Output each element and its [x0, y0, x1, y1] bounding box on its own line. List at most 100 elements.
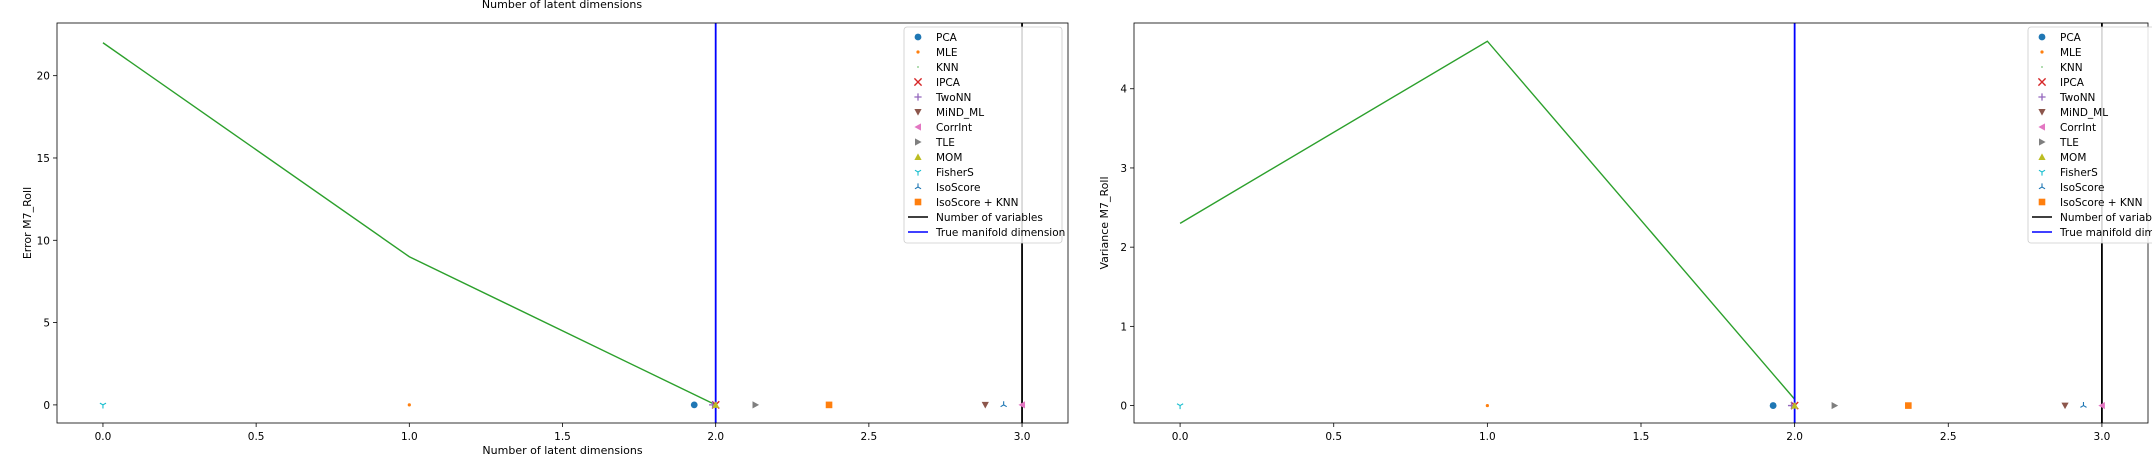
legend-label: Number of variables: [2060, 212, 2152, 224]
point-corrint: [2098, 401, 2105, 410]
x-axis-label: Number of latent dimensions: [482, 444, 642, 457]
legend-label: MiND_ML: [2060, 107, 2108, 119]
legend-marker-ipca: [913, 77, 923, 87]
point-mle: [1485, 403, 1489, 408]
legend-marker-corrint: [914, 123, 921, 131]
legend-label: CorrInt: [2060, 122, 2096, 134]
y-tick-label: 2: [1120, 242, 1127, 254]
x-tick-label: 1.0: [1479, 431, 1496, 443]
point-mom: [1791, 401, 1799, 409]
legend-marker-mind-ml: [2038, 109, 2046, 116]
legend-label: FisherS: [936, 167, 974, 179]
legend-label: IPCA: [2060, 77, 2085, 89]
point-isoscore: [2080, 401, 2087, 408]
legend-label: MiND_ML: [936, 107, 984, 119]
x-tick-label: 3.0: [2094, 431, 2111, 443]
header-label: Number of latent dimensions: [482, 0, 642, 11]
x-tick-label: 0.5: [248, 431, 265, 443]
green-series-line: [102, 42, 716, 406]
y-tick-label: 4: [1120, 84, 1127, 96]
legend-marker-fishers: [2038, 169, 2046, 176]
legend-label: TwoNN: [2059, 92, 2095, 104]
legend-marker-pca: [2038, 33, 2046, 41]
legend-marker-ipca: [2037, 77, 2047, 87]
legend: PCA MLE KNN IPCA TwoNN MiND_ML CorrInt TLE MOM Fi…: [2027, 26, 2152, 244]
legend-marker-fishers: [914, 169, 922, 176]
point-mle: [407, 403, 411, 407]
point-corrint: [1018, 401, 1026, 409]
y-tick-label: 1: [1120, 321, 1127, 333]
y-tick-label: 10: [37, 235, 50, 247]
legend-marker-isoscore: [2038, 183, 2046, 190]
legend-label: True manifold dimension: [935, 227, 1065, 239]
y-axis-label: Error M7_Roll: [21, 187, 34, 259]
x-tick-label: 2.0: [1786, 431, 1803, 443]
point-fishers: [1176, 403, 1184, 410]
legend: PCA MLE KNN IPCA TwoNN MiND_ML CorrInt TLE MOM Fi…: [903, 26, 1065, 244]
x-tick-label: 1.0: [401, 431, 418, 443]
x-tick-label: 2.0: [707, 431, 724, 443]
legend-marker-pca: [914, 33, 922, 41]
legend-marker-corrint: [2038, 123, 2045, 131]
legend-label: IsoScore: [936, 182, 980, 194]
y-tick-label: 3: [1120, 163, 1127, 175]
legend-label: MLE: [936, 47, 958, 59]
legend-label: MOM: [936, 152, 962, 164]
legend-label: MOM: [2060, 152, 2086, 164]
green-series-line: [1179, 40, 1796, 400]
point-pca: [690, 401, 698, 409]
point-tle: [1831, 401, 1839, 410]
legend-marker-twonn: [2038, 93, 2046, 101]
point-isoscore-knn: [1905, 402, 1912, 409]
point-isoscore-knn: [825, 401, 833, 409]
point-tle: [752, 401, 760, 409]
y-tick-label: 15: [37, 153, 50, 165]
legend-label: True manifold dimension: [2059, 227, 2152, 239]
legend-marker-mle: [2040, 50, 2044, 54]
plot-frame: [56, 22, 1069, 424]
legend-marker-isoscore-knn: [914, 198, 922, 206]
legend-label: TwoNN: [935, 92, 971, 104]
x-tick-label: 1.5: [1633, 431, 1650, 443]
legend-label: PCA: [936, 32, 958, 44]
legend-marker-knn: [2041, 66, 2043, 68]
legend-marker-twonn: [914, 93, 922, 101]
legend-label: FisherS: [2060, 167, 2098, 179]
x-tick-label: 0.5: [1325, 431, 1342, 443]
x-tick-label: 0.0: [1172, 431, 1189, 443]
legend-label: IsoScore + KNN: [2060, 197, 2142, 209]
y-tick-label: 5: [43, 318, 50, 330]
point-pca: [1769, 402, 1777, 409]
plot-area: [1176, 23, 2105, 423]
point-mind-ml: [981, 401, 989, 409]
legend-marker-isoscore-knn: [2038, 198, 2046, 206]
legend-label: IPCA: [936, 77, 961, 89]
legend-label: IsoScore: [2060, 182, 2104, 194]
plot-area: [99, 23, 1026, 423]
x-tick-label: 2.5: [861, 431, 878, 443]
legend-marker-isoscore: [914, 183, 922, 190]
chart-panel-2: 0.0 0.5 1.0 1.5 2.0 2.5 3.0 0 1 2 3 4 Variance M7_Ro…: [1098, 22, 2152, 443]
legend-marker-tle: [915, 138, 922, 146]
y-axis-label: Variance M7_Roll: [1098, 177, 1111, 270]
legend-label: IsoScore + KNN: [936, 197, 1018, 209]
legend-label: MLE: [2060, 47, 2082, 59]
y-tick-label: 20: [37, 71, 50, 83]
point-mom: [712, 401, 720, 408]
plot-frame: [1133, 22, 2149, 424]
legend-label: TLE: [2059, 137, 2079, 149]
legend-label: CorrInt: [936, 122, 972, 134]
legend-label: PCA: [2060, 32, 2082, 44]
legend-marker-knn: [917, 66, 919, 68]
legend-label: KNN: [2060, 62, 2083, 74]
legend-label: KNN: [936, 62, 959, 74]
y-tick-label: 0: [43, 400, 50, 412]
x-tick-label: 1.5: [554, 431, 571, 443]
legend-marker-mom: [2038, 153, 2046, 160]
legend-label: TLE: [935, 137, 955, 149]
legend-box: [903, 26, 1063, 244]
point-isoscore: [1000, 401, 1007, 408]
chart-panel-1: 0.0 0.5 1.0 1.5 2.0 2.5 3.0 0 5 10 15 20 Number of l…: [21, 22, 1069, 457]
legend-marker-mind-ml: [914, 109, 922, 116]
